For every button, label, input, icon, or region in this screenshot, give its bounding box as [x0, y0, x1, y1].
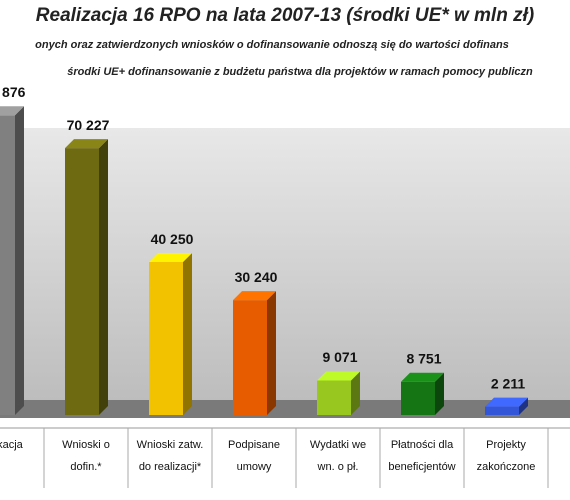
value-label: 8 751	[406, 350, 441, 366]
bar-face	[485, 397, 528, 407]
x-tick-label: Wnioski o	[62, 439, 110, 451]
bar	[149, 253, 192, 415]
x-tick-label: zakończone	[477, 461, 536, 473]
bar-face	[351, 371, 360, 415]
x-tick-label: Wydatki we	[310, 439, 366, 451]
bar-face	[65, 148, 99, 416]
bar-face	[485, 406, 519, 415]
x-tick-label: Projekty	[486, 439, 526, 451]
bar	[401, 372, 444, 415]
bar	[233, 291, 276, 415]
x-tick-label: Alokacja	[0, 439, 24, 451]
bar-face	[317, 380, 351, 415]
bar	[65, 139, 108, 416]
bar	[0, 106, 24, 415]
x-tick-label: Wnioski zatw.	[137, 439, 204, 451]
bar-face	[435, 372, 444, 415]
chart-title: Realizacja 16 RPO na lata 2007-13 (środk…	[36, 5, 534, 26]
x-tick-label: do realizacji*	[139, 461, 202, 473]
bar-face	[401, 381, 435, 415]
x-tick-label: beneficjentów	[388, 461, 455, 473]
x-tick-label: umowy	[237, 461, 272, 473]
value-label: 9 071	[322, 349, 357, 365]
bar-face	[0, 106, 24, 116]
x-tick-label: Podpisane	[228, 439, 280, 451]
bar-face	[65, 139, 108, 149]
value-label: 30 240	[235, 269, 278, 285]
subtitle: środki UE+ dofinansowanie z budżetu pańs…	[67, 66, 533, 78]
x-tick-label: Płatności dla	[391, 439, 454, 451]
bar-face	[99, 139, 108, 416]
value-label: 78 876	[0, 84, 26, 100]
bar-face	[401, 372, 444, 382]
bar-face	[15, 106, 24, 415]
value-label: 2 211	[491, 375, 525, 391]
bar-face	[317, 371, 360, 381]
value-label: 40 250	[151, 231, 194, 247]
subtitle: onych oraz zatwierdzonych wniosków o dof…	[35, 39, 509, 51]
bar	[485, 397, 528, 415]
bar-face	[519, 397, 528, 415]
bar	[317, 371, 360, 415]
bar-face	[183, 253, 192, 415]
x-tick-label: wn. o pł.	[317, 461, 359, 473]
bar-face	[233, 300, 267, 415]
bar-face	[149, 262, 183, 415]
x-tick-label: dofin.*	[70, 461, 102, 473]
bar-face	[267, 291, 276, 415]
bar-face	[233, 291, 276, 301]
bar-face	[149, 253, 192, 263]
bar-face	[0, 115, 15, 415]
value-label: 70 227	[67, 117, 110, 133]
